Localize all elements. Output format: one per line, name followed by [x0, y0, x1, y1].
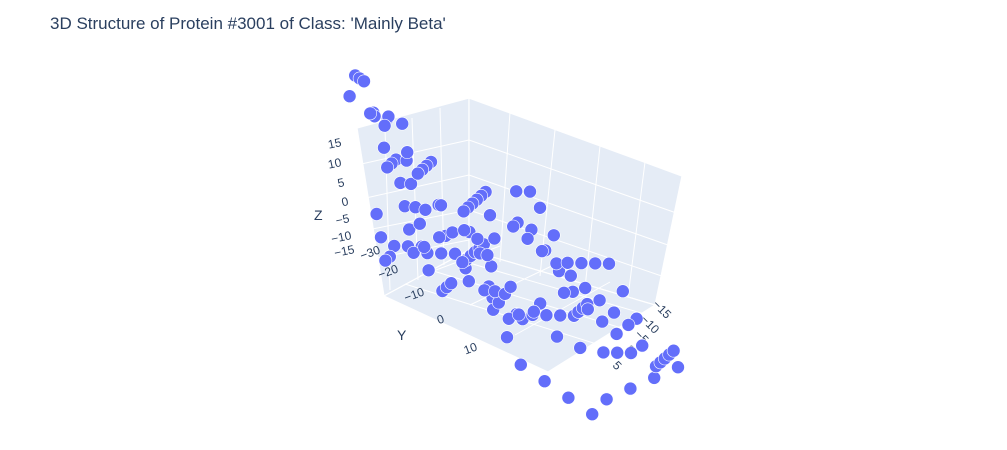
- z-tick-label: −15: [333, 242, 356, 260]
- data-point[interactable]: [342, 89, 357, 103]
- data-point[interactable]: [400, 145, 415, 159]
- data-point[interactable]: [609, 327, 624, 341]
- data-point[interactable]: [574, 256, 589, 270]
- data-point[interactable]: [480, 248, 495, 262]
- data-point[interactable]: [546, 228, 561, 243]
- data-point[interactable]: [455, 255, 470, 270]
- data-point[interactable]: [406, 246, 421, 260]
- data-point[interactable]: [445, 225, 460, 240]
- z-tick-label: −10: [330, 228, 353, 246]
- data-point[interactable]: [513, 357, 528, 372]
- data-point[interactable]: [461, 274, 476, 289]
- data-point[interactable]: [457, 223, 472, 237]
- data-points[interactable]: [342, 68, 685, 422]
- data-point[interactable]: [557, 285, 571, 300]
- data-point[interactable]: [615, 284, 630, 299]
- data-point[interactable]: [588, 256, 603, 271]
- x-tick-label: 5: [610, 358, 625, 373]
- data-point[interactable]: [578, 281, 593, 295]
- y-tick-label: −20: [376, 262, 400, 282]
- data-point[interactable]: [395, 116, 410, 131]
- data-point[interactable]: [599, 392, 614, 407]
- data-point[interactable]: [561, 390, 576, 405]
- data-point[interactable]: [526, 304, 541, 319]
- data-point[interactable]: [470, 232, 485, 246]
- data-point[interactable]: [624, 346, 638, 360]
- y-tick-label: −30: [358, 243, 382, 263]
- data-point[interactable]: [560, 255, 575, 270]
- data-point[interactable]: [623, 381, 638, 396]
- data-point[interactable]: [535, 244, 549, 258]
- data-point[interactable]: [404, 177, 418, 191]
- data-point[interactable]: [506, 219, 521, 234]
- data-point[interactable]: [595, 314, 610, 329]
- data-point[interactable]: [523, 184, 537, 199]
- grid-line: [514, 281, 611, 336]
- data-point[interactable]: [610, 345, 625, 360]
- data-point[interactable]: [483, 208, 497, 222]
- z-tick-label: 15: [327, 135, 343, 152]
- data-point[interactable]: [412, 216, 427, 231]
- data-point[interactable]: [357, 74, 371, 89]
- data-point[interactable]: [402, 222, 417, 237]
- z-tick-label: 10: [327, 155, 343, 172]
- data-point[interactable]: [592, 293, 607, 308]
- data-point[interactable]: [585, 407, 600, 422]
- grid-line: [468, 209, 683, 284]
- data-point[interactable]: [374, 230, 388, 245]
- data-point[interactable]: [602, 256, 616, 271]
- data-point[interactable]: [369, 207, 384, 221]
- grid-line: [499, 111, 511, 263]
- data-point[interactable]: [596, 345, 611, 360]
- z-tick-label: 0: [340, 194, 350, 209]
- data-point[interactable]: [537, 374, 552, 389]
- grid-line: [468, 139, 683, 216]
- data-point[interactable]: [380, 160, 395, 175]
- grid-line: [627, 161, 646, 298]
- data-point[interactable]: [580, 302, 595, 317]
- data-point[interactable]: [503, 279, 518, 294]
- data-point[interactable]: [417, 240, 432, 254]
- y-tick-label: 10: [462, 340, 480, 358]
- data-point[interactable]: [621, 318, 636, 332]
- data-point[interactable]: [539, 308, 554, 323]
- data-point[interactable]: [509, 184, 524, 199]
- data-point[interactable]: [671, 360, 685, 375]
- data-point[interactable]: [666, 343, 681, 358]
- data-point[interactable]: [533, 201, 547, 215]
- data-point[interactable]: [553, 308, 568, 323]
- data-point[interactable]: [456, 204, 471, 219]
- data-point[interactable]: [418, 203, 433, 217]
- z-axis-title: Z: [314, 207, 323, 223]
- data-point[interactable]: [421, 263, 436, 278]
- data-point[interactable]: [511, 307, 526, 322]
- z-tick-label: 5: [336, 175, 346, 190]
- data-point[interactable]: [520, 232, 535, 246]
- data-point[interactable]: [377, 118, 392, 133]
- data-point[interactable]: [573, 341, 588, 355]
- data-point[interactable]: [434, 246, 449, 261]
- data-point[interactable]: [635, 338, 650, 353]
- chart-title: 3D Structure of Protein #3001 of Class: …: [50, 14, 446, 33]
- data-point[interactable]: [500, 330, 514, 345]
- data-point[interactable]: [377, 140, 391, 155]
- data-point[interactable]: [410, 166, 425, 181]
- y-axis-title: Y: [397, 327, 407, 343]
- data-point[interactable]: [444, 276, 459, 291]
- y-tick-label: −10: [402, 285, 426, 305]
- data-point[interactable]: [563, 268, 578, 283]
- z-tick-label: −5: [334, 211, 351, 228]
- data-point[interactable]: [363, 106, 378, 121]
- y-tick-label: 0: [435, 312, 446, 328]
- data-point[interactable]: [487, 231, 502, 246]
- data-point[interactable]: [647, 371, 662, 385]
- data-point[interactable]: [434, 198, 448, 213]
- data-point[interactable]: [432, 230, 447, 245]
- grid-line: [356, 209, 470, 233]
- data-point[interactable]: [550, 329, 564, 344]
- data-point[interactable]: [378, 253, 393, 268]
- data-point[interactable]: [607, 305, 621, 320]
